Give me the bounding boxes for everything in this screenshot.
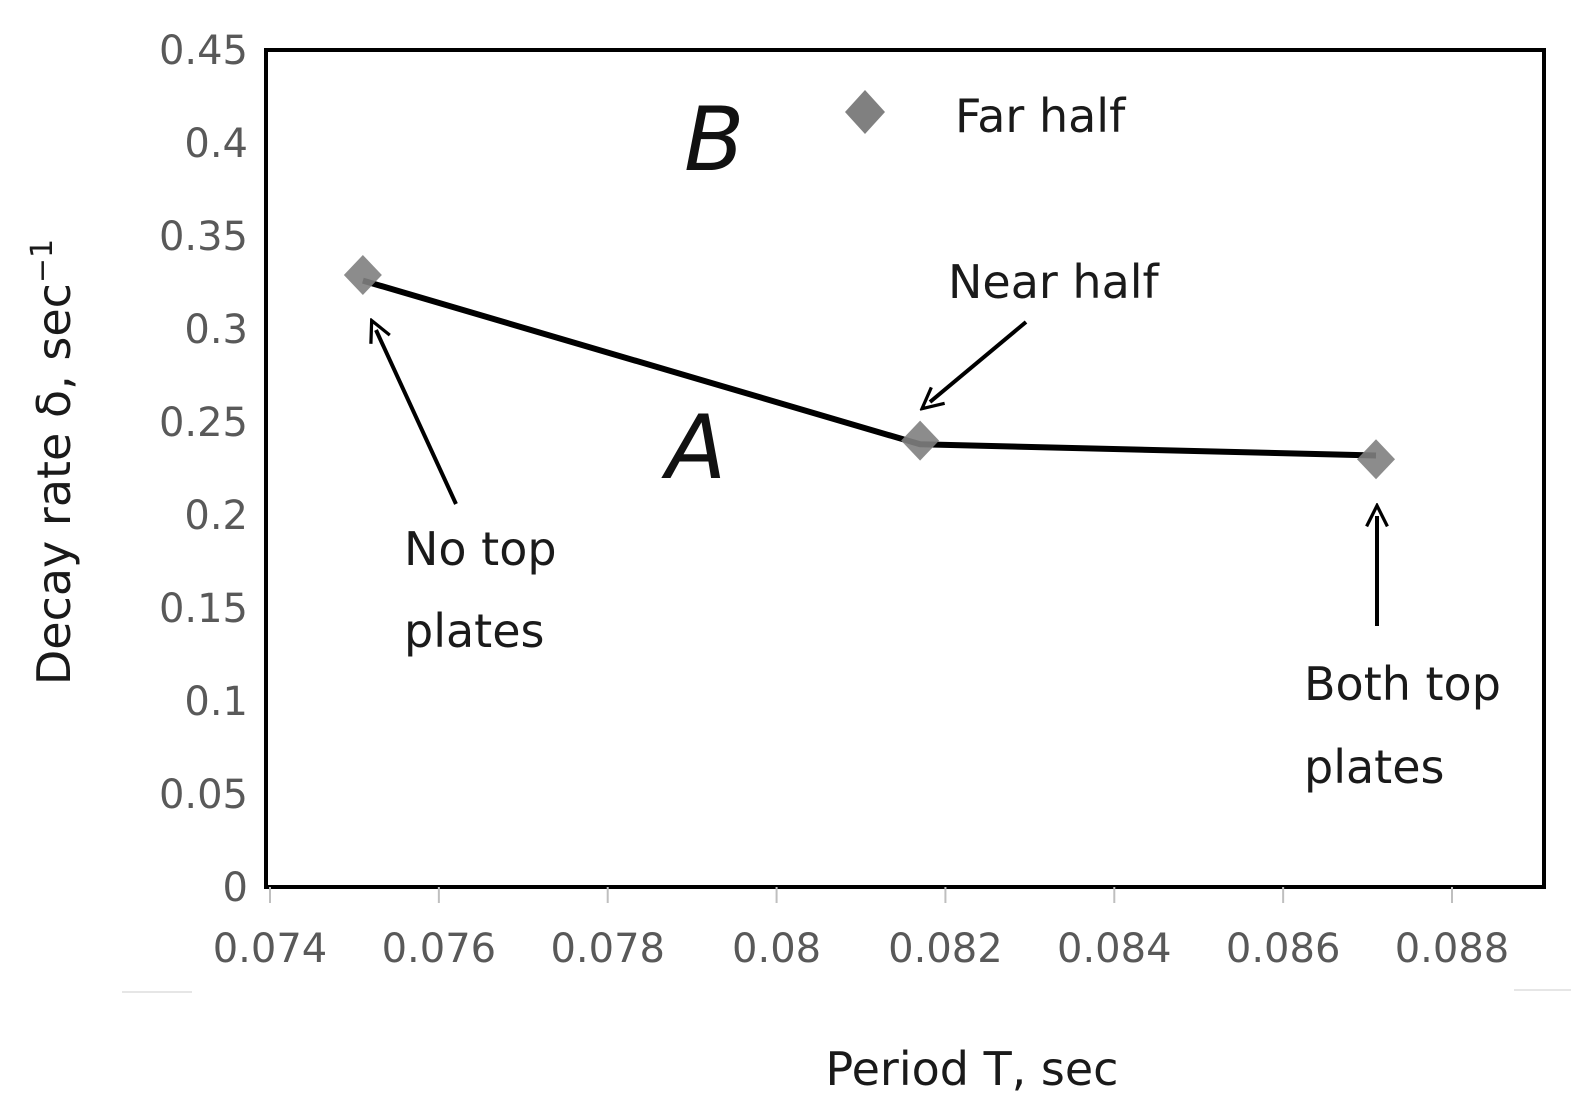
y-tick-label: 0 [223,865,248,911]
legend-marker-far-half [845,90,885,134]
y-tick-label: 0.1 [184,679,248,725]
arrow-near-half [930,320,1028,402]
x-tick-label: 0.084 [1057,926,1172,972]
x-tick-label: 0.086 [1226,926,1341,972]
data-points [343,255,1396,480]
data-point-far-half [343,255,382,296]
data-point-far-half [1357,439,1396,480]
y-axis-title-superscript: −1 [25,239,60,283]
annotation-both-top-line2: plates [1304,740,1444,794]
legend: Far half [845,89,1127,143]
x-tick-label: 0.078 [550,926,665,972]
plot-frame [264,48,1546,889]
annotation-near-half: Near half [948,255,1161,309]
x-tick-label: 0.082 [888,926,1003,972]
panel-label-a: A [661,396,726,499]
y-tick-label: 0.25 [159,400,248,446]
y-tick-label: 0.05 [159,772,248,818]
y-axis-title-main: Decay rate δ, sec [27,283,81,685]
annotation-no-top-line1: No top [404,522,557,576]
y-tick-label: 0.3 [184,307,248,353]
data-point-far-half [901,420,940,461]
y-tick-label: 0.4 [184,121,248,167]
annotation-both-top-line1: Both top [1304,657,1501,711]
x-tick-label: 0.074 [213,926,328,972]
x-tick-label: 0.088 [1395,926,1510,972]
y-axis-ticks: 0 0.05 0.1 0.15 0.2 0.25 0.3 0.35 0.4 0.45 [159,28,248,911]
x-axis-title: Period T, sec [826,1042,1119,1096]
annotation-no-top-line2: plates [404,604,544,658]
y-tick-label: 0.15 [159,586,248,632]
trend-line [362,277,1377,459]
x-tick-label: 0.08 [732,926,821,972]
x-axis-ticks: 0.074 0.076 0.078 0.08 0.082 0.084 0.086 0.088 [213,887,1510,972]
y-tick-label: 0.2 [184,493,248,539]
panel-label-b: B [684,88,744,191]
arrow-no-top-plates [376,330,458,505]
legend-label-far-half: Far half [955,89,1127,143]
x-tick-label: 0.076 [382,926,497,972]
y-tick-label: 0.35 [159,214,248,260]
y-axis-title: Decay rate δ, sec−1 [25,239,81,685]
y-tick-label: 0.45 [159,28,248,74]
